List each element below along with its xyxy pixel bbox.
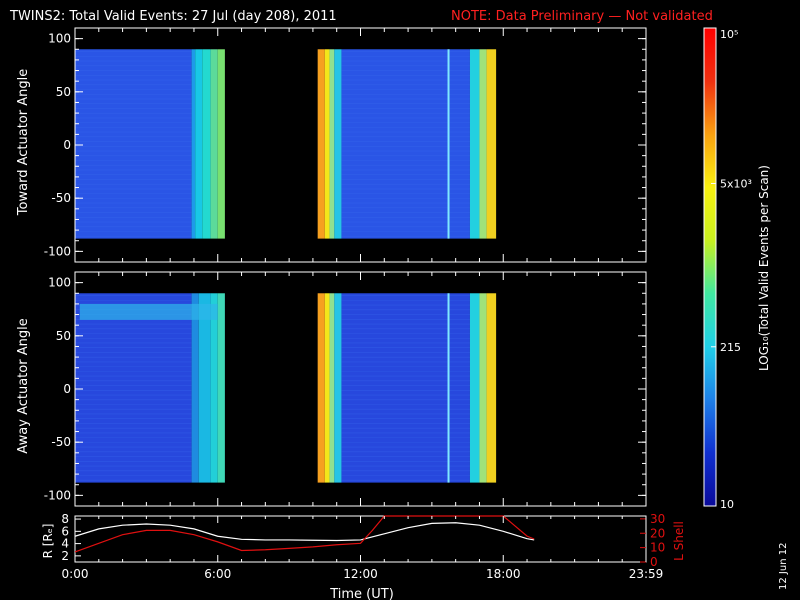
toward-ytick-label-2: 0 xyxy=(63,138,71,152)
toward-band-1 xyxy=(191,49,196,239)
toward-ytick-label-4: -100 xyxy=(44,244,71,258)
toward-ylabel: Toward Actuator Angle xyxy=(16,69,31,216)
colorbar-label: LOG₁₀(Total Valid Events per Scan) xyxy=(757,165,771,371)
toward-band-13 xyxy=(486,49,497,239)
away-band-8 xyxy=(334,293,342,483)
away-band-3 xyxy=(210,293,218,483)
toward-ytick-label-3: -50 xyxy=(51,191,71,205)
lshell-tick-label-3: 0 xyxy=(650,555,658,569)
away-band-10 xyxy=(469,293,480,483)
toward-ytick-label-0: 100 xyxy=(48,32,71,46)
away-stripe-0 xyxy=(447,293,450,483)
toward-band-8 xyxy=(329,49,335,239)
time-tick-label-1: 6:00 xyxy=(204,567,231,581)
away-band-6 xyxy=(324,293,330,483)
preliminary-note: NOTE: Data Preliminary — Not validated xyxy=(451,9,713,24)
colorbar-bar xyxy=(703,27,717,507)
colorbar-tick-label-3: 10 xyxy=(720,498,734,511)
time-axis-label: Time (UT) xyxy=(329,587,394,600)
away-ytick-label-3: -50 xyxy=(51,435,71,449)
time-tick-label-0: 0:00 xyxy=(62,567,89,581)
away-ytick-label-4: -100 xyxy=(44,488,71,502)
radius-tick-label-1: 6 xyxy=(61,524,69,538)
toward-band-2 xyxy=(195,49,203,239)
away-band-2 xyxy=(198,293,211,483)
time-tick-label-4: 23:59 xyxy=(629,567,664,581)
away-band-11 xyxy=(479,293,487,483)
away-ylabel: Away Actuator Angle xyxy=(16,318,31,453)
away-band-12 xyxy=(486,293,497,483)
away-top-feature xyxy=(79,303,218,320)
away-band-0 xyxy=(75,293,192,483)
colorbar-tick-label-1: 5x10³ xyxy=(720,177,752,190)
lshell-tick-label-1: 20 xyxy=(650,526,665,540)
away-band-7 xyxy=(329,293,335,483)
colorbar: 10⁵ 5x10³ 215 10 xyxy=(703,27,752,511)
radius-line xyxy=(74,522,535,542)
away-band-5 xyxy=(317,293,325,483)
toward-band-6 xyxy=(317,49,325,239)
toward-actuator-panel: 100 50 0 -50 -100 xyxy=(44,27,647,263)
lshell-axis-label: L Shell xyxy=(672,521,686,561)
toward-band-9 xyxy=(334,49,342,239)
time-tick-label-3: 18:00 xyxy=(486,567,521,581)
lshell-tick-label-2: 10 xyxy=(650,541,665,555)
toward-band-0 xyxy=(75,49,192,239)
toward-band-11 xyxy=(469,49,480,239)
toward-band-12 xyxy=(479,49,487,239)
away-band-4 xyxy=(217,293,225,483)
radius-tick-label-3: 2 xyxy=(61,549,69,563)
radius-tick-label-2: 4 xyxy=(61,537,69,551)
chart-title: TWINS2: Total Valid Events: 27 Jul (day … xyxy=(9,9,337,24)
toward-band-5 xyxy=(217,49,225,239)
colorbar-tick-label-0: 10⁵ xyxy=(720,28,738,41)
radius-tick-label-0: 8 xyxy=(61,512,69,526)
lshell-tick-label-0: 30 xyxy=(650,512,665,526)
toward-band-4 xyxy=(210,49,218,239)
away-band-1 xyxy=(191,293,199,483)
away-ytick-label-0: 100 xyxy=(48,276,71,290)
toward-band-3 xyxy=(202,49,211,239)
toward-band-10 xyxy=(341,49,470,239)
away-band-9 xyxy=(341,293,470,483)
toward-stripe-0 xyxy=(447,49,450,239)
toward-band-7 xyxy=(324,49,330,239)
away-ytick-label-2: 0 xyxy=(63,382,71,396)
colorbar-tick-label-2: 215 xyxy=(720,341,741,354)
away-ytick-label-1: 50 xyxy=(56,329,71,343)
date-stamp: 12 Jun 12 xyxy=(778,543,789,590)
toward-ytick-label-1: 50 xyxy=(56,85,71,99)
time-tick-label-2: 12:00 xyxy=(343,567,378,581)
radius-axis-label: R [Rₑ] xyxy=(41,524,55,559)
away-actuator-panel: 100 50 0 -50 -100 xyxy=(44,271,647,507)
